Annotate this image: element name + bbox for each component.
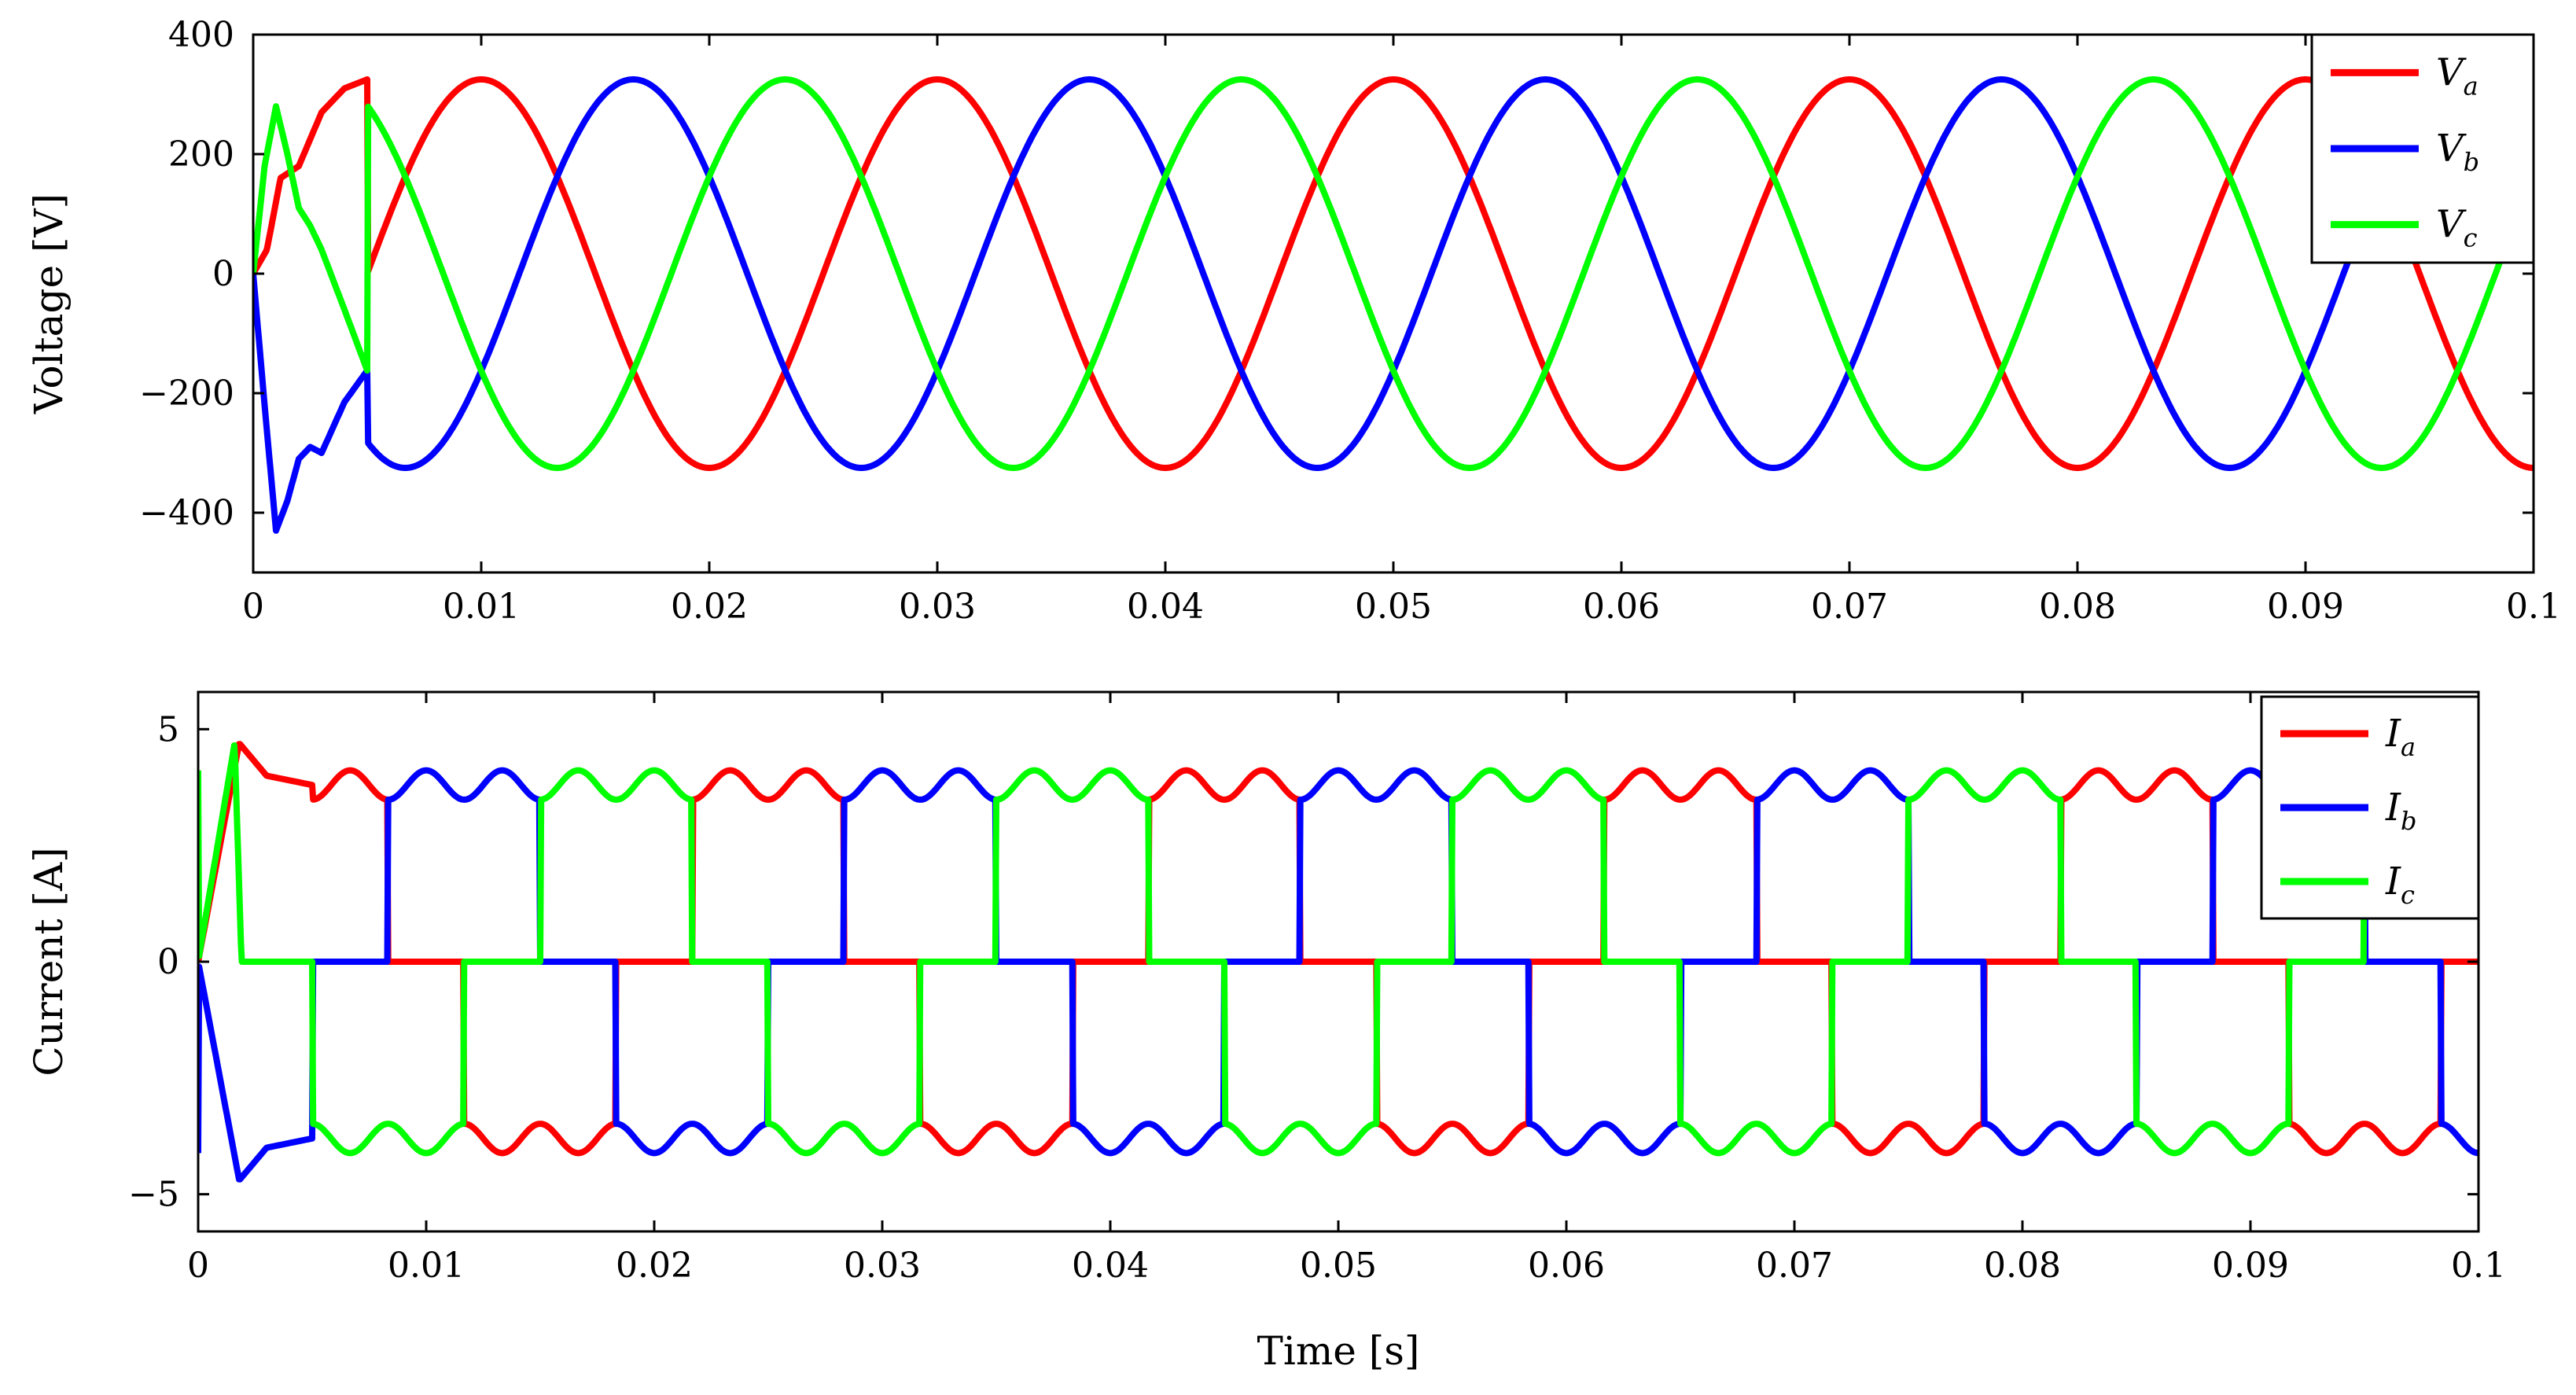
x-tick-label: 0.05	[1355, 587, 1432, 627]
x-tick-label: 0.08	[2039, 587, 2116, 627]
legend-label-c: Vc	[2436, 203, 2478, 253]
y-tick-label: 5	[157, 709, 179, 749]
x-tick-label: 0.05	[1300, 1246, 1377, 1286]
y-tick-label: 0	[212, 254, 234, 294]
current-series-b	[198, 767, 2478, 1183]
x-tick-label: 0.03	[844, 1246, 921, 1286]
voltage-series-b	[253, 76, 2534, 534]
y-tick-label: 200	[168, 134, 234, 175]
x-tick-label: 0.01	[443, 587, 520, 627]
y-tick-label: −400	[139, 493, 234, 533]
legend-label-a: Va	[2436, 50, 2478, 101]
current-y-axis-label: Current [A]	[26, 847, 72, 1076]
x-tick-label: 0.04	[1072, 1246, 1149, 1286]
x-tick-label: 0.01	[388, 1246, 465, 1286]
x-tick-label: 0.1	[2451, 1246, 2506, 1286]
x-tick-label: 0	[242, 587, 264, 627]
x-tick-label: 0	[187, 1246, 209, 1286]
current-x-axis-label: Time [s]	[1257, 1328, 1420, 1374]
x-tick-label: 0.07	[1756, 1246, 1833, 1286]
voltage-y-axis-label: Voltage [V]	[26, 193, 72, 414]
legend-label-b: Vb	[2436, 127, 2479, 177]
voltage-series-layer	[253, 76, 2534, 534]
x-tick-label: 0.09	[2212, 1246, 2289, 1286]
x-tick-label: 0.07	[1811, 587, 1888, 627]
x-tick-label: 0.08	[1984, 1246, 2061, 1286]
voltage-series-c	[253, 76, 2534, 471]
y-tick-label: 0	[157, 942, 179, 982]
voltage-series-a	[253, 76, 2534, 471]
legend-label-c: Ic	[2385, 859, 2415, 910]
current-series-layer	[198, 741, 2478, 1183]
x-tick-label: 0.09	[2267, 587, 2344, 627]
current-ticks: 0 0.01 0.02 0.03 0.04 0.05 0.06 0.07 0.08 0.09 0.1…	[128, 692, 2506, 1286]
current-chart: 0 0.01 0.02 0.03 0.04 0.05 0.06 0.07 0.08 0.09 0.1…	[26, 690, 2506, 1374]
current-series-c	[198, 742, 2478, 1157]
current-series-a	[198, 741, 2478, 1157]
x-tick-label: 0.1	[2506, 587, 2561, 627]
x-tick-label: 0.06	[1528, 1246, 1605, 1286]
voltage-chart: 0 0.01 0.02 0.03 0.04 0.05 0.06 0.07 0.08 0.09 0.1…	[26, 15, 2561, 627]
x-tick-label: 0.04	[1127, 587, 1204, 627]
voltage-legend: Va Vb Vc	[2310, 33, 2535, 264]
y-tick-label: 400	[168, 15, 234, 55]
x-tick-label: 0.03	[899, 587, 976, 627]
voltage-ticks: 0 0.01 0.02 0.03 0.04 0.05 0.06 0.07 0.08 0.09 0.1…	[139, 15, 2561, 627]
y-tick-label: −200	[139, 374, 234, 414]
x-tick-label: 0.02	[616, 1246, 693, 1286]
x-tick-label: 0.06	[1583, 587, 1660, 627]
x-tick-label: 0.02	[671, 587, 748, 627]
y-tick-label: −5	[128, 1175, 179, 1215]
voltage-plot-frame	[252, 33, 2535, 574]
